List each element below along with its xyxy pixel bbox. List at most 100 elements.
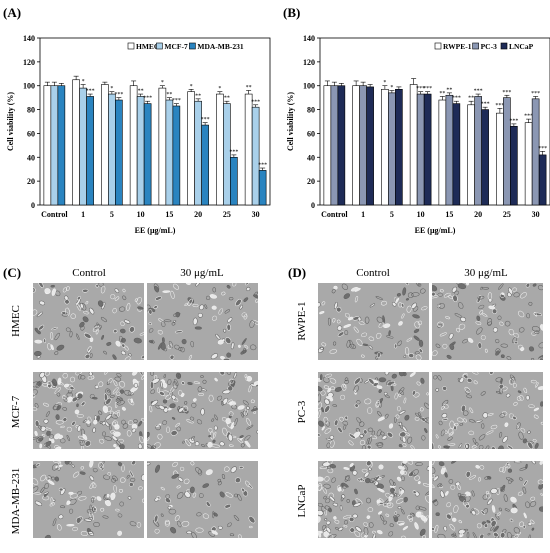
bar — [388, 92, 396, 206]
bar — [323, 85, 332, 206]
significance-label: *** — [86, 89, 95, 95]
y-tick-label: 0 — [311, 201, 315, 210]
bar — [481, 109, 489, 206]
bar — [143, 103, 152, 206]
significance-label: *** — [251, 99, 260, 105]
c-row-hmec: HMEC — [10, 305, 22, 337]
bar — [330, 85, 339, 206]
d-col-control: Control — [356, 267, 390, 279]
legend-label: MDA-MB-231 — [197, 42, 243, 51]
legend-swatch — [189, 42, 196, 50]
legend-swatch — [127, 42, 135, 50]
bar — [445, 94, 454, 206]
significance-label: ** — [446, 87, 452, 93]
c-col-control: Control — [72, 267, 106, 279]
significance-label: ** — [195, 93, 201, 99]
micrograph-image — [432, 283, 543, 360]
significance-label: *** — [201, 117, 210, 123]
bar — [72, 79, 80, 206]
bar — [366, 86, 374, 206]
significance-label: *** — [495, 103, 504, 109]
c-row-mcf7: MCF-7 — [10, 395, 22, 429]
y-tick-label: 60 — [307, 129, 315, 138]
x-tick-label: 10 — [137, 210, 145, 219]
bar — [423, 93, 432, 206]
x-tick-label: 15 — [445, 210, 453, 219]
x-tick-label: 30 — [532, 210, 540, 219]
bar — [524, 122, 533, 206]
bar — [136, 96, 145, 206]
significance-label: *** — [172, 98, 181, 104]
significance-label: *** — [509, 118, 518, 124]
x-tick-label: 25 — [503, 210, 511, 219]
x-tick-label: 20 — [194, 210, 202, 219]
micrograph-image — [318, 372, 429, 449]
legend-label: HMEC — [136, 42, 159, 51]
significance-label: * — [110, 86, 113, 92]
legend-label: PC-3 — [481, 42, 497, 51]
micrograph-mdamb231-30 — [147, 461, 258, 538]
bar — [165, 99, 174, 206]
significance-label: ** — [468, 96, 474, 102]
plot-frame — [39, 37, 271, 206]
significance-label: *** — [258, 163, 267, 169]
bar — [416, 93, 425, 206]
c-row-mdamb231: MDA-MB-231 — [10, 467, 22, 535]
d-row-pc3: PC-3 — [296, 400, 308, 424]
bar — [187, 91, 195, 206]
legend-swatch — [500, 42, 508, 50]
significance-label: ** — [138, 89, 144, 95]
x-tick-label: 30 — [252, 210, 260, 219]
d-row-lncap: LNCaP — [296, 484, 308, 518]
legend-swatch — [434, 42, 442, 50]
significance-label: * — [161, 80, 164, 86]
panel-label-d: (D) — [288, 265, 307, 280]
micrograph-pc3-control — [318, 372, 429, 449]
bar — [115, 99, 123, 206]
panel-label-b: (B) — [283, 5, 301, 20]
significance-label: *** — [481, 102, 490, 108]
bar — [538, 154, 547, 206]
significance-label: * — [190, 84, 193, 90]
significance-label: * — [82, 79, 85, 85]
panel-label-a: (A) — [3, 5, 22, 20]
significance-label: *** — [524, 114, 533, 120]
micrograph-image — [318, 283, 429, 360]
micrograph-image — [33, 461, 144, 538]
significance-label: *** — [114, 92, 123, 98]
bar — [129, 85, 138, 206]
significance-label: * — [383, 80, 386, 86]
x-axis-label: EE (μg/mL) — [415, 226, 456, 235]
x-tick-label: 25 — [223, 210, 231, 219]
bar — [43, 85, 52, 206]
bar — [172, 105, 181, 206]
micrograph-hmec-control — [33, 283, 144, 360]
x-tick-label: 1 — [361, 210, 365, 219]
y-tick-label: 120 — [23, 58, 35, 67]
x-tick-label: 20 — [474, 210, 482, 219]
significance-label: ** — [224, 96, 230, 102]
micrograph-lncap-control — [318, 461, 429, 538]
significance-label: *** — [531, 91, 540, 97]
significance-label: *** — [416, 86, 425, 92]
legend-label: MCF-7 — [164, 42, 188, 51]
bar — [86, 96, 94, 206]
x-tick-label: 10 — [417, 210, 425, 219]
micrograph-image — [318, 461, 429, 538]
plot-frame — [319, 37, 550, 206]
legend: HMEC MCF-7 MDA-MB-231 — [127, 42, 244, 51]
legend-swatch — [472, 42, 479, 50]
y-tick-label: 0 — [31, 201, 35, 210]
bar — [50, 85, 59, 206]
micrograph-image — [147, 461, 258, 538]
legend-label: LNCaP — [509, 42, 534, 51]
y-tick-label: 20 — [27, 177, 35, 186]
y-tick-label: 80 — [307, 106, 315, 115]
bar — [452, 103, 461, 206]
y-tick-label: 140 — [23, 34, 35, 43]
y-tick-label: 20 — [307, 177, 315, 186]
bar — [531, 98, 540, 206]
bar — [503, 97, 511, 206]
significance-label: *** — [452, 96, 461, 102]
